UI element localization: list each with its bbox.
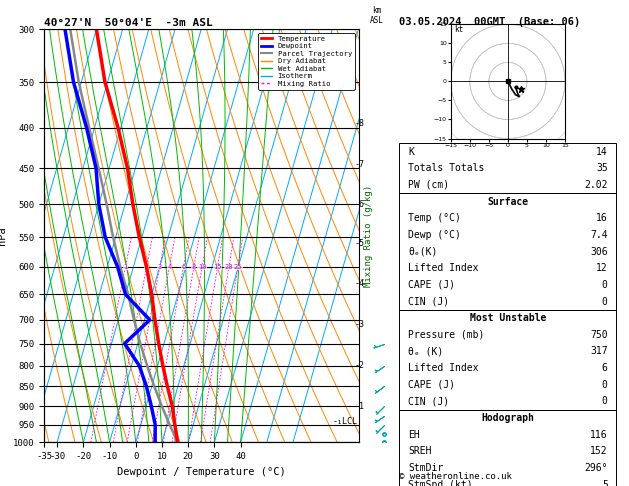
Text: -7: -7: [355, 160, 365, 169]
Text: 306: 306: [590, 246, 608, 257]
Text: -8: -8: [355, 119, 365, 128]
Text: -2: -2: [355, 361, 365, 370]
Text: 6: 6: [181, 264, 186, 270]
Text: Most Unstable: Most Unstable: [470, 313, 546, 323]
Legend: Temperature, Dewpoint, Parcel Trajectory, Dry Adiabat, Wet Adiabat, Isotherm, Mi: Temperature, Dewpoint, Parcel Trajectory…: [258, 33, 355, 89]
Text: Surface: Surface: [487, 197, 528, 207]
Text: 20: 20: [225, 264, 233, 270]
Text: 0: 0: [602, 280, 608, 290]
Text: 03.05.2024  00GMT  (Base: 06): 03.05.2024 00GMT (Base: 06): [399, 17, 581, 27]
Text: 2.02: 2.02: [584, 180, 608, 190]
Text: 2: 2: [145, 264, 148, 270]
Text: 7.4: 7.4: [590, 230, 608, 240]
Text: CIN (J): CIN (J): [408, 296, 449, 307]
X-axis label: Dewpoint / Temperature (°C): Dewpoint / Temperature (°C): [117, 467, 286, 477]
Text: 0: 0: [602, 397, 608, 406]
Text: 4: 4: [167, 264, 172, 270]
Text: 116: 116: [590, 430, 608, 440]
Bar: [399, 143, 616, 193]
Text: θₑ(K): θₑ(K): [408, 246, 438, 257]
Text: 6: 6: [602, 363, 608, 373]
Text: -4: -4: [355, 279, 365, 288]
Text: Totals Totals: Totals Totals: [408, 163, 484, 174]
Text: CAPE (J): CAPE (J): [408, 380, 455, 390]
Bar: [399, 310, 616, 410]
Text: 750: 750: [590, 330, 608, 340]
Text: Temp (°C): Temp (°C): [408, 213, 461, 223]
Text: 25: 25: [233, 264, 242, 270]
Text: EH: EH: [408, 430, 420, 440]
Text: Hodograph: Hodograph: [481, 413, 535, 423]
Text: 0: 0: [602, 296, 608, 307]
Text: 5: 5: [602, 480, 608, 486]
Text: 8: 8: [192, 264, 196, 270]
Text: 12: 12: [596, 263, 608, 273]
Y-axis label: Mixing Ratio (g/kg): Mixing Ratio (g/kg): [364, 185, 373, 287]
Text: θₑ (K): θₑ (K): [408, 347, 443, 356]
Text: © weatheronline.co.uk: © weatheronline.co.uk: [399, 472, 512, 481]
Text: -5: -5: [355, 239, 365, 248]
Text: -6: -6: [355, 200, 365, 209]
Text: K: K: [408, 147, 414, 156]
Text: 10: 10: [198, 264, 206, 270]
Text: Dewp (°C): Dewp (°C): [408, 230, 461, 240]
Text: 152: 152: [590, 446, 608, 456]
Text: 1: 1: [123, 264, 128, 270]
Text: km
ASL: km ASL: [370, 6, 384, 25]
Text: CIN (J): CIN (J): [408, 397, 449, 406]
Text: kt: kt: [455, 25, 464, 34]
Text: 14: 14: [596, 147, 608, 156]
Text: 15: 15: [213, 264, 222, 270]
Text: 296°: 296°: [584, 463, 608, 473]
Text: 3: 3: [158, 264, 162, 270]
Text: SREH: SREH: [408, 446, 431, 456]
Text: Lifted Index: Lifted Index: [408, 263, 479, 273]
Text: StmSpd (kt): StmSpd (kt): [408, 480, 473, 486]
Text: CAPE (J): CAPE (J): [408, 280, 455, 290]
Text: -1: -1: [355, 401, 365, 411]
Text: 317: 317: [590, 347, 608, 356]
Text: -₁LCL: -₁LCL: [332, 417, 357, 426]
Text: 0: 0: [602, 380, 608, 390]
Bar: [399, 410, 616, 486]
Text: 16: 16: [596, 213, 608, 223]
Text: Pressure (mb): Pressure (mb): [408, 330, 484, 340]
Text: 35: 35: [596, 163, 608, 174]
Text: PW (cm): PW (cm): [408, 180, 449, 190]
Text: -3: -3: [355, 320, 365, 329]
Text: 40°27'N  50°04'E  -3m ASL: 40°27'N 50°04'E -3m ASL: [44, 18, 213, 28]
Text: Lifted Index: Lifted Index: [408, 363, 479, 373]
Text: StmDir: StmDir: [408, 463, 443, 473]
Y-axis label: hPa: hPa: [0, 226, 8, 245]
Bar: [399, 193, 616, 310]
